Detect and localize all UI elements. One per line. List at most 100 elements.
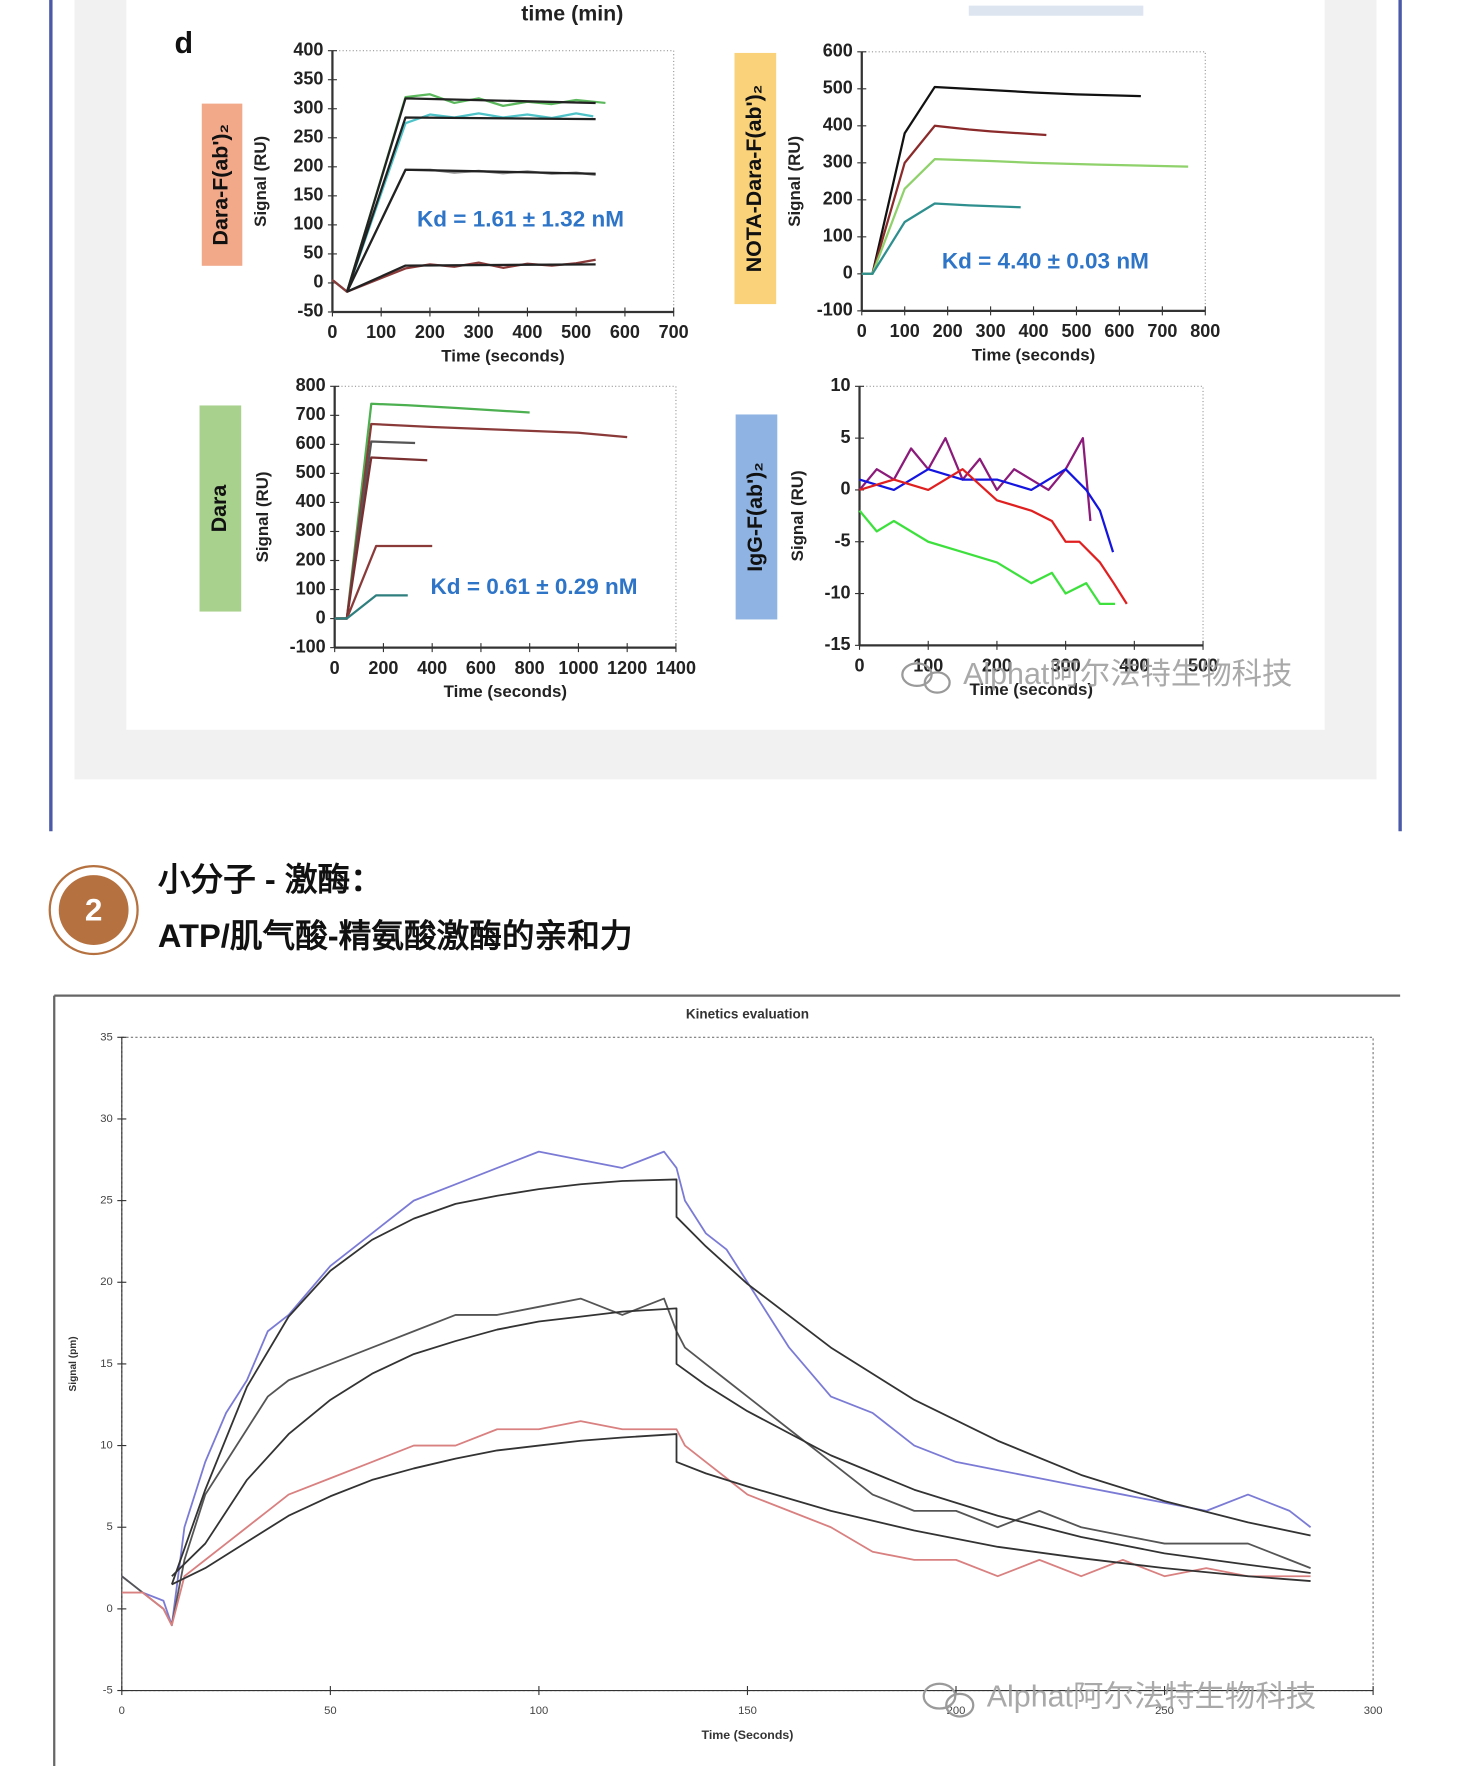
- y-tick-label: 700: [296, 404, 326, 424]
- x-tick-label: 400: [512, 322, 542, 342]
- x-tick-label: 400: [1119, 656, 1149, 676]
- plot-area: [121, 1036, 1374, 1692]
- y-tick-label: -5: [103, 1685, 113, 1697]
- annotation: Kd = 4.40 ± 0.03 nM: [942, 248, 1149, 273]
- caption: time (min): [521, 1, 623, 25]
- x-tick-label: 0: [855, 656, 865, 676]
- y-axis-title: Signal (RU): [788, 470, 807, 561]
- x-tick-label: 1400: [656, 658, 696, 678]
- y-tick-label: 0: [107, 1603, 113, 1615]
- x-tick-label: 300: [1364, 1705, 1383, 1717]
- badge: [58, 875, 129, 945]
- data-line: [346, 168, 596, 293]
- x-axis-title: Time (seconds): [972, 345, 1095, 364]
- x-axis-title: Time (seconds): [970, 680, 1093, 699]
- data-line: [334, 594, 408, 620]
- data-line: [861, 85, 1141, 275]
- x-tick-label: 300: [976, 321, 1006, 341]
- chart-title: IgG-F(ab')₂: [743, 462, 767, 572]
- y-tick-label: -10: [824, 582, 850, 602]
- data-line: [345, 97, 596, 293]
- y-tick-label: 400: [823, 115, 853, 135]
- watermark: Alphat阿尔法特生物科技 Alphat阿尔法特生物科技: [901, 657, 1316, 1718]
- data-line: [171, 1307, 1311, 1577]
- y-tick-label: 10: [100, 1440, 113, 1452]
- x-tick-label: 700: [659, 322, 689, 342]
- data-line: [345, 116, 596, 293]
- x-tick-label: 600: [610, 322, 640, 342]
- heading: 小分子 - 激酶：: [158, 860, 383, 897]
- x-tick-label: 400: [1018, 321, 1048, 341]
- data-line: [121, 1150, 1312, 1627]
- x-tick-label: 250: [1155, 1705, 1174, 1717]
- x-axis-title: Time (seconds): [441, 346, 564, 365]
- label-box: [201, 103, 243, 266]
- x-tick-label: 500: [1061, 321, 1091, 341]
- data-line: [861, 202, 1021, 275]
- y-tick-label: -100: [290, 636, 326, 656]
- x-tick-label: 500: [1188, 656, 1218, 676]
- watermark-icon: [922, 1682, 957, 1710]
- y-tick-label: 0: [316, 607, 326, 627]
- data-line: [859, 468, 1115, 553]
- y-tick-label: 300: [823, 152, 853, 172]
- label-box: [199, 405, 242, 612]
- x-tick-label: 50: [324, 1705, 337, 1717]
- x-tick-label: 600: [466, 658, 496, 678]
- label-box: [735, 414, 778, 620]
- annotation: Kd = 0.61 ± 0.29 nM: [431, 574, 638, 599]
- y-tick-label: -5: [834, 531, 850, 551]
- x-tick-label: 100: [913, 656, 943, 676]
- watermark-text: Alphat阿尔法特生物科技: [987, 1679, 1316, 1713]
- y-tick-label: 300: [296, 520, 326, 540]
- watermark-icon: [945, 1692, 975, 1718]
- watermark-icon: [923, 671, 951, 694]
- y-tick-label: 50: [303, 243, 323, 263]
- y-tick-label: 250: [293, 127, 323, 147]
- y-tick-label: 100: [823, 226, 853, 246]
- data-line: [170, 1178, 1311, 1585]
- data-line: [331, 112, 594, 293]
- y-tick-label: 300: [293, 98, 323, 118]
- chart-title: Dara-F(ab')₂: [209, 124, 233, 245]
- y-tick-label: 0: [313, 272, 323, 292]
- x-tick-label: 100: [366, 322, 396, 342]
- annotation: Kd = 1.61 ± 1.32 nM: [417, 207, 624, 232]
- y-tick-label: -100: [817, 300, 853, 320]
- y-tick-label: 100: [293, 214, 323, 234]
- y-tick-label: 150: [293, 185, 323, 205]
- y-tick-label: 100: [296, 578, 326, 598]
- y-tick-label: 30: [100, 1113, 113, 1125]
- y-tick-label: 15: [100, 1358, 113, 1370]
- data-line: [858, 509, 1116, 606]
- y-tick-label: 0: [840, 479, 850, 499]
- x-tick-label: 200: [415, 322, 445, 342]
- x-tick-label: 100: [530, 1705, 549, 1717]
- data-line: [346, 263, 596, 293]
- y-tick-label: 350: [293, 68, 323, 88]
- y-tick-label: 500: [296, 462, 326, 482]
- y-tick-label: 5: [107, 1521, 113, 1533]
- data-line: [858, 436, 1092, 522]
- figure-strip: [968, 5, 1144, 16]
- y-tick-label: 25: [100, 1195, 113, 1207]
- x-tick-label: 600: [1104, 321, 1134, 341]
- y-tick-label: 400: [293, 39, 323, 59]
- data-line: [121, 1420, 1311, 1627]
- x-tick-label: 300: [1051, 656, 1081, 676]
- x-tick-label: 100: [890, 321, 920, 341]
- x-tick-label: 1200: [607, 658, 647, 678]
- x-tick-label: 400: [417, 658, 447, 678]
- x-tick-label: 800: [1190, 321, 1220, 341]
- y-tick-label: 20: [100, 1276, 113, 1288]
- y-tick-label: 800: [296, 375, 326, 395]
- x-tick-label: 0: [119, 1705, 125, 1717]
- y-tick-label: 0: [843, 263, 853, 283]
- x-tick-label: 0: [330, 658, 340, 678]
- x-tick-label: 0: [857, 321, 867, 341]
